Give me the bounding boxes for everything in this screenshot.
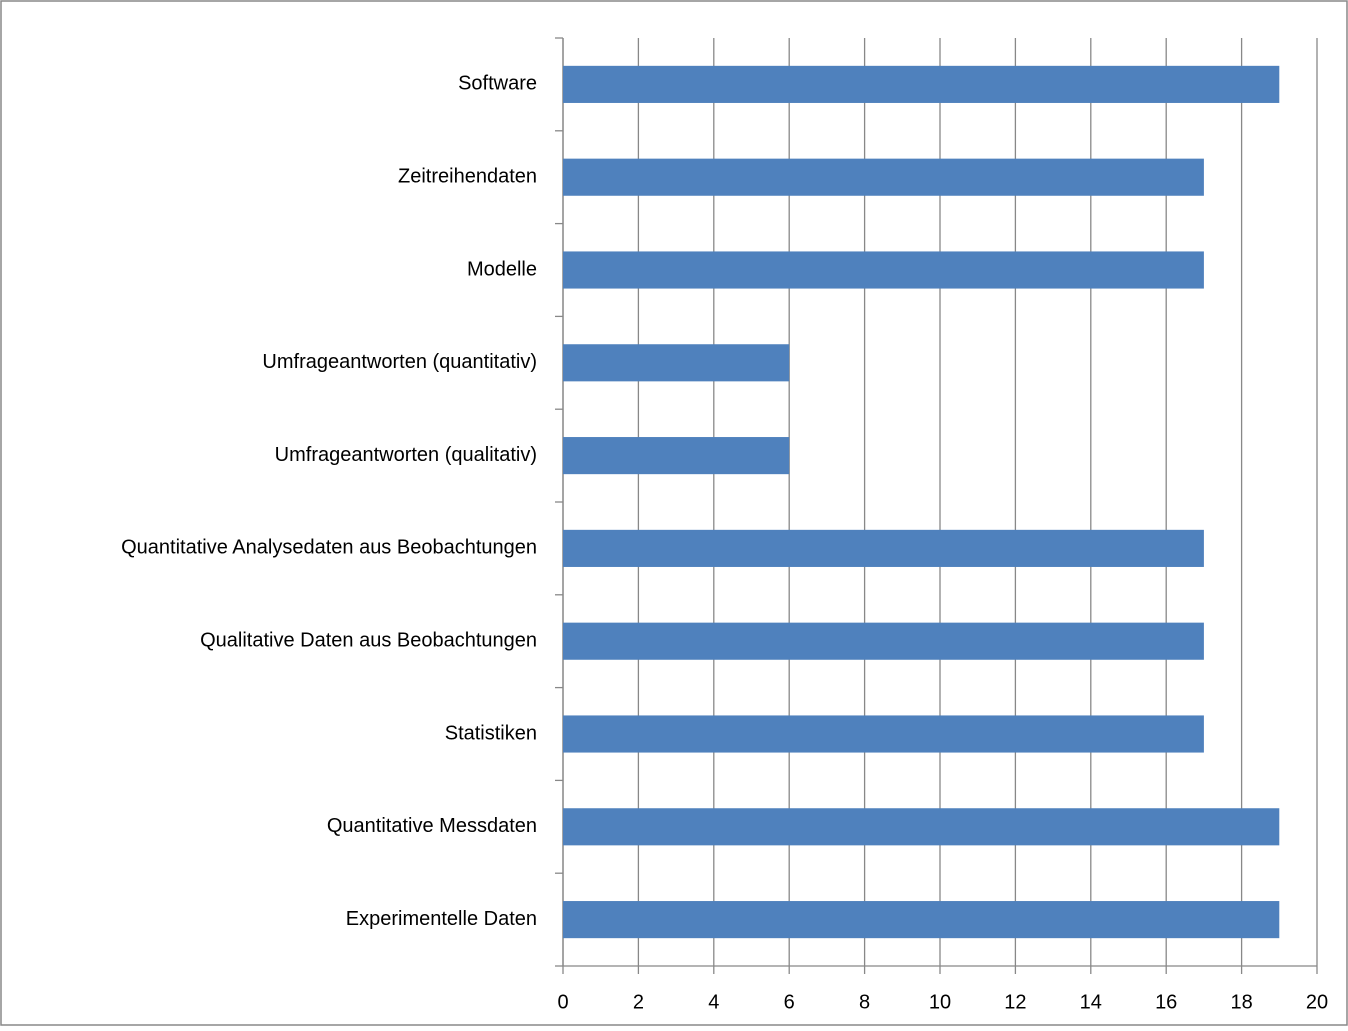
y-tick-label: Quantitative Messdaten (327, 815, 537, 837)
bar (563, 344, 790, 382)
y-tick-label: Quantitative Analysedaten aus Beobachtun… (121, 537, 537, 559)
y-tick-label: Zeitreihendaten (398, 165, 537, 187)
y-tick-label: Experimentelle Daten (346, 908, 537, 930)
x-tick-label: 8 (859, 991, 870, 1013)
y-tick-label: Statistiken (445, 722, 537, 744)
x-tick-label: 16 (1155, 991, 1177, 1013)
x-tick-label: 10 (929, 991, 951, 1013)
bar (563, 65, 1280, 103)
x-tick-label: 4 (708, 991, 719, 1013)
x-tick-label: 2 (633, 991, 644, 1013)
bar (563, 529, 1204, 567)
y-tick-label: Umfrageantworten (quantitativ) (262, 351, 537, 373)
y-tick-label: Umfrageantworten (qualitativ) (275, 444, 537, 466)
x-tick-label: 20 (1306, 991, 1328, 1013)
bar (563, 622, 1204, 660)
bar (563, 437, 790, 475)
x-tick-label: 0 (557, 991, 568, 1013)
bar (563, 901, 1280, 939)
x-tick-label: 14 (1080, 991, 1102, 1013)
y-tick-label: Software (458, 73, 537, 95)
y-tick-label: Qualitative Daten aus Beobachtungen (200, 629, 537, 651)
x-tick-label: 6 (784, 991, 795, 1013)
x-tick-label: 12 (1004, 991, 1026, 1013)
bar (563, 251, 1204, 289)
bar (563, 158, 1204, 196)
bar (563, 808, 1280, 846)
x-tick-label: 18 (1230, 991, 1252, 1013)
y-tick-label: Modelle (467, 258, 537, 280)
bar (563, 715, 1204, 753)
